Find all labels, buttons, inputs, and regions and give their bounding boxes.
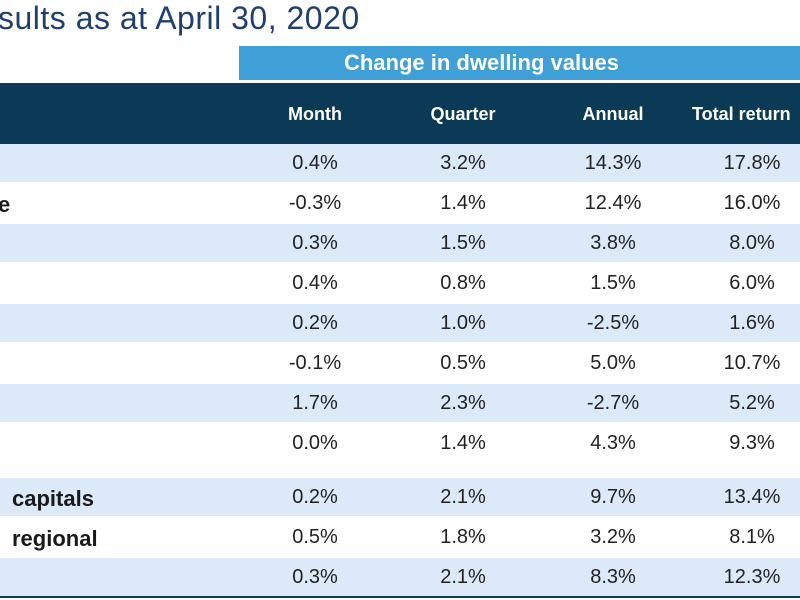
quarter-value: 1.4% bbox=[440, 432, 486, 454]
quarter-value: 2.1% bbox=[440, 566, 486, 588]
row-label: e bbox=[0, 192, 11, 217]
table-row: 0.0% 1.4% 4.3% 9.3% bbox=[0, 424, 800, 462]
total-return-value: 1.6% bbox=[729, 312, 775, 334]
month-value: 0.3% bbox=[292, 232, 338, 254]
month-value: 0.0% bbox=[292, 432, 338, 454]
annual-value: 3.8% bbox=[590, 232, 636, 254]
month-value: -0.3% bbox=[288, 192, 342, 214]
annual-value: -2.7% bbox=[586, 392, 640, 414]
month-value: 0.4% bbox=[292, 152, 338, 174]
month-value: 0.4% bbox=[292, 272, 338, 294]
total-return-value: 16.0% bbox=[723, 192, 781, 214]
annual-value: 9.7% bbox=[590, 486, 636, 508]
page-title: sults as at April 30, 2020 bbox=[0, 0, 360, 36]
row-label: regional bbox=[12, 526, 98, 551]
month-value: 1.7% bbox=[292, 392, 338, 414]
table-row: 0.3% 2.1% 8.3% 12.3% bbox=[0, 558, 800, 596]
total-return-value: 13.4% bbox=[723, 486, 781, 508]
table-row: 0.4% 3.2% 14.3% 17.8% bbox=[0, 144, 800, 182]
table-bottom-rule bbox=[0, 596, 800, 598]
table-row: regional 0.5% 1.8% 3.2% 8.1% bbox=[0, 518, 800, 556]
annual-value: 5.0% bbox=[590, 352, 636, 374]
annual-value: 14.3% bbox=[584, 152, 642, 174]
column-group-label: Change in dwelling values bbox=[343, 50, 620, 75]
total-return-value: 8.0% bbox=[729, 232, 775, 254]
total-return-value: 10.7% bbox=[723, 352, 781, 374]
quarter-value: 0.5% bbox=[440, 352, 486, 374]
row-label: capitals bbox=[12, 486, 94, 511]
table-row: capitals 0.2% 2.1% 9.7% 13.4% bbox=[0, 478, 800, 516]
column-group-header: Change in dwelling values bbox=[239, 46, 800, 80]
table-header-row: Month Quarter Annual Total return bbox=[0, 83, 800, 145]
month-value: 0.2% bbox=[292, 312, 338, 334]
quarter-value: 3.2% bbox=[440, 152, 486, 174]
table-row: 0.4% 0.8% 1.5% 6.0% bbox=[0, 264, 800, 302]
total-return-value: 5.2% bbox=[729, 392, 775, 414]
table-row: 0.2% 1.0% -2.5% 1.6% bbox=[0, 304, 800, 342]
column-header-total-return: Total return bbox=[692, 104, 791, 124]
quarter-value: 1.0% bbox=[440, 312, 486, 334]
quarter-value: 1.4% bbox=[440, 192, 486, 214]
quarter-value: 2.1% bbox=[440, 486, 486, 508]
month-value: 0.2% bbox=[292, 486, 338, 508]
table-row: 1.7% 2.3% -2.7% 5.2% bbox=[0, 384, 800, 422]
total-return-value: 17.8% bbox=[723, 152, 781, 174]
annual-value: 12.4% bbox=[584, 192, 642, 214]
annual-value: 1.5% bbox=[590, 272, 636, 294]
table-row: e -0.3% 1.4% 12.4% 16.0% bbox=[0, 184, 800, 222]
quarter-value: 1.5% bbox=[440, 232, 486, 254]
total-return-value: 6.0% bbox=[729, 272, 775, 294]
annual-value: 3.2% bbox=[590, 526, 636, 548]
total-return-value: 12.3% bbox=[723, 566, 781, 588]
quarter-value: 1.8% bbox=[440, 526, 486, 548]
total-return-value: 9.3% bbox=[729, 432, 775, 454]
quarter-value: 0.8% bbox=[440, 272, 486, 294]
month-value: 0.5% bbox=[292, 526, 338, 548]
quarter-value: 2.3% bbox=[440, 392, 486, 414]
column-header-month: Month bbox=[288, 104, 342, 124]
table-row: 0.3% 1.5% 3.8% 8.0% bbox=[0, 224, 800, 262]
table-row: -0.1% 0.5% 5.0% 10.7% bbox=[0, 344, 800, 382]
total-return-value: 8.1% bbox=[729, 526, 775, 548]
annual-value: 8.3% bbox=[590, 566, 636, 588]
month-value: -0.1% bbox=[288, 352, 342, 374]
annual-value: 4.3% bbox=[590, 432, 636, 454]
annual-value: -2.5% bbox=[586, 312, 640, 334]
month-value: 0.3% bbox=[292, 566, 338, 588]
column-header-quarter: Quarter bbox=[430, 104, 496, 124]
column-header-annual: Annual bbox=[582, 104, 644, 124]
